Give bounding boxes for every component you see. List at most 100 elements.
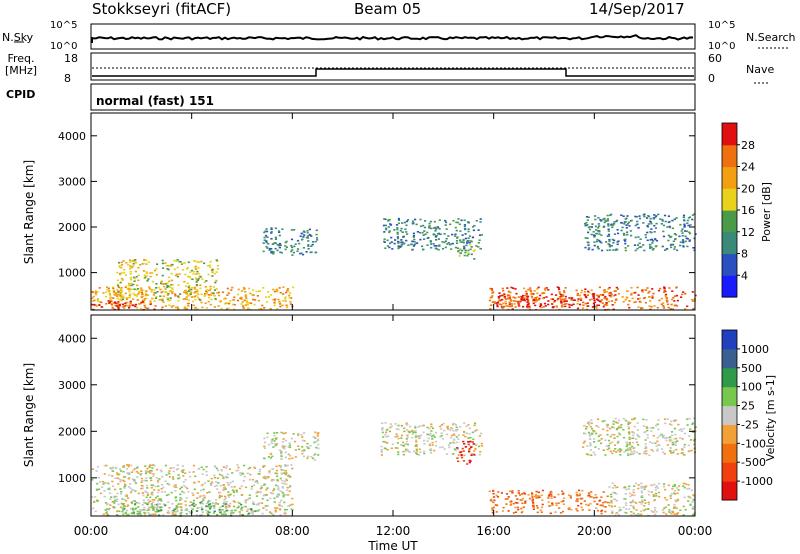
echo-cell [132,298,135,300]
echo-cell [124,274,127,276]
echo-cell [497,297,501,299]
echo-cell [176,464,179,466]
echo-cell [520,511,523,514]
echo-cell [542,292,545,294]
echo-cell [585,296,588,299]
echo-cell [208,296,211,299]
echo-cell [156,500,159,502]
echo-cell [477,246,480,248]
echo-cell [192,494,195,496]
echo-cell [550,298,553,300]
echo-cell [252,298,255,301]
echo-cell [650,430,653,432]
echo-cell [225,467,228,469]
echo-cell [520,296,524,298]
freq-label-line1: Freq. [7,52,35,65]
echo-cell [315,251,318,254]
echo-cell [278,287,281,289]
echo-cell [576,303,579,305]
echo-cell [314,453,317,455]
echo-cell [150,486,153,489]
echo-cell [685,237,688,240]
echo-cell [226,308,229,310]
echo-cell [675,448,678,451]
echo-cell [155,273,158,276]
echo-cell [296,250,299,252]
echo-cell [627,454,630,457]
echo-cell [148,287,151,290]
echo-cell [290,244,293,247]
echo-cell [291,467,294,470]
echo-cell [440,434,443,437]
echo-cell [458,255,461,257]
echo-cell [178,260,181,263]
echo-cell [122,470,125,473]
echo-cell [269,294,272,296]
echo-cell [119,470,123,472]
echo-cell [488,490,491,493]
echo-cell [168,472,171,475]
echo-cell [280,450,283,452]
echo-cell [491,292,494,294]
echo-cell [668,225,671,228]
echo-cell [160,506,163,508]
echo-cell [171,291,174,293]
echo-cell [426,244,429,246]
echo-cell [523,297,526,299]
echo-cell [278,504,281,507]
echo-cell [173,511,176,513]
echo-cell [204,302,207,304]
echo-cell [641,290,644,293]
echo-cell [385,227,388,230]
echo-cell [235,489,238,492]
echo-cell [188,276,191,279]
echo-cell [429,432,432,435]
echo-cell [644,234,647,236]
echo-cell [179,487,182,490]
echo-cell [284,512,287,515]
echo-cell [664,422,667,425]
echo-cell [100,306,103,308]
echo-cell [611,224,614,226]
echo-cell [138,291,141,294]
echo-cell [584,427,588,430]
echo-cell [514,495,517,497]
echo-cell [660,433,663,436]
echo-cell [614,486,617,489]
echo-cell [595,432,598,435]
echo-cell [684,230,687,232]
echo-cell [180,498,183,501]
echo-cell [432,243,435,245]
echo-cell [249,292,252,295]
echo-cell [692,506,695,508]
echo-cell [492,501,495,504]
echo-cell [388,246,391,249]
echo-cell [401,441,404,444]
echo-cell [396,228,399,231]
echo-cell [616,248,619,251]
echo-cell [452,429,455,432]
echo-cell [644,236,647,239]
echo-cell [491,511,494,514]
echo-region [582,417,697,457]
colorbar-tick-label: -500 [741,456,766,469]
echo-cell [617,419,621,422]
echo-cell [521,502,524,505]
echo-cell [267,296,271,298]
echo-cell [652,450,655,452]
echo-cell [114,477,117,479]
echo-cell [557,297,560,300]
echo-cell [133,504,136,506]
echo-cell [98,287,101,289]
echo-cell [274,472,277,474]
echo-cell [417,434,421,437]
echo-cell [644,443,647,445]
echo-cell [221,509,224,511]
echo-cell [192,464,195,467]
echo-cell [217,294,221,297]
echo-cell [167,483,170,486]
echo-cell [415,445,418,448]
echo-cell [688,450,691,452]
echo-cell [643,450,646,453]
